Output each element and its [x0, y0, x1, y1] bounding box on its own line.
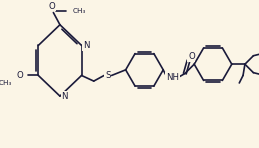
Text: N: N	[61, 92, 68, 101]
Text: NH: NH	[166, 73, 179, 82]
Text: O: O	[48, 2, 55, 11]
Text: N: N	[83, 41, 89, 50]
Text: S: S	[105, 71, 111, 80]
Text: O: O	[188, 52, 195, 61]
Text: CH₃: CH₃	[72, 8, 85, 14]
Text: CH₃: CH₃	[0, 80, 12, 86]
Text: O: O	[17, 71, 23, 80]
